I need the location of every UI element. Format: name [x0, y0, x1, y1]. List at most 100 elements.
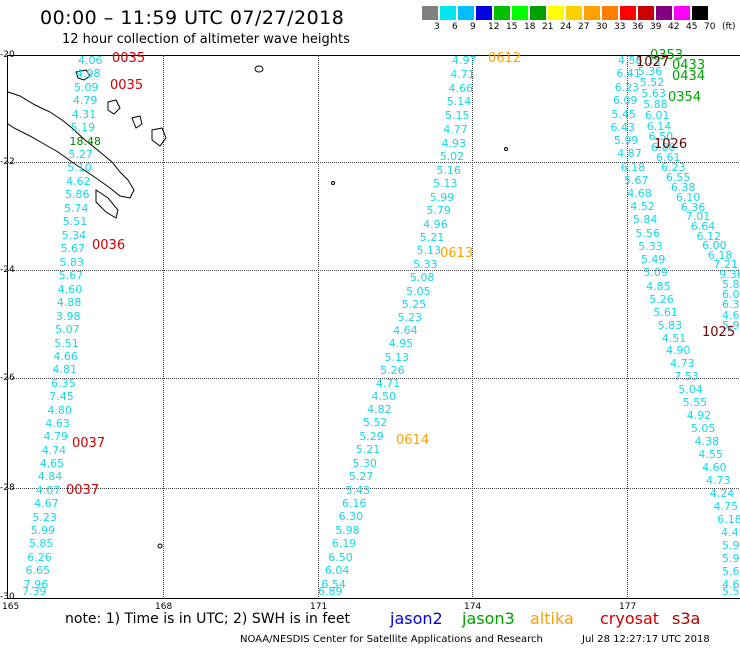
swh-value: 4.38 — [694, 434, 720, 448]
swh-value: 4.06 — [78, 54, 103, 67]
swh-value: 5.15 — [445, 109, 470, 123]
swh-value: 5.23 — [397, 311, 422, 325]
swh-value: 5.13 — [416, 244, 441, 258]
swh-value: 4.90 — [665, 344, 691, 358]
swh-value: 4.84 — [37, 470, 63, 484]
swh-value: 5.13 — [384, 350, 409, 364]
scale-swatch — [692, 6, 708, 20]
swh-value: 5.83 — [657, 318, 683, 332]
swh-value: 6.19 — [331, 537, 357, 551]
scale-label: 3 — [434, 22, 440, 32]
legend-s3a: s3a — [672, 609, 701, 628]
pass-time-label: 0035 — [112, 51, 146, 66]
swh-value: 4.79 — [43, 430, 69, 444]
loyalty-island-1 — [107, 99, 121, 115]
swh-value: 5.36 — [637, 64, 663, 78]
swh-value: 5.52 — [362, 416, 388, 430]
swh-value: 5.10 — [67, 161, 92, 175]
scale-swatch — [566, 6, 582, 20]
swh-value: 7.45 — [49, 390, 74, 404]
map-plot-area — [7, 55, 740, 599]
swh-value: 6.14 — [646, 119, 672, 133]
islet — [157, 543, 163, 549]
swh-value: 6.50 — [648, 130, 674, 144]
swh-value: 5.16 — [436, 163, 461, 177]
swh-value: 5.98 — [335, 523, 360, 537]
scale-swatch — [620, 6, 636, 20]
legend-jason2: jason2 — [390, 609, 443, 628]
swh-value: 5.83 — [59, 255, 85, 269]
pass-time-label: 0433 — [672, 58, 706, 73]
gridline-lon-168 — [163, 55, 164, 597]
pass-time-label: 0613 — [440, 246, 474, 261]
scale-label: (ft) — [722, 22, 736, 32]
scale-swatch — [422, 6, 438, 20]
pass-time-label: 1027 — [636, 55, 670, 70]
swh-value: 5.26 — [649, 292, 674, 306]
scale-label: 45 — [686, 22, 698, 32]
scale-swatch — [476, 6, 492, 20]
swh-value: 4.80 — [47, 403, 72, 417]
scale-label: 70 — [704, 22, 716, 32]
swh-value: 6.30 — [338, 510, 364, 524]
swh-value: 5.23 — [32, 510, 57, 524]
pass-time-label: 0354 — [668, 90, 702, 105]
scale-swatch — [494, 6, 510, 20]
gridline-lon-174 — [472, 55, 473, 597]
gridline-lon-177 — [627, 55, 628, 597]
swh-value: 4.95 — [388, 337, 414, 351]
map-subtitle: 12 hour collection of altimeter wave hei… — [62, 32, 350, 47]
islet — [331, 181, 335, 185]
gridline-lat-26 — [7, 378, 740, 379]
swh-value: 7.39 — [22, 585, 47, 598]
loyalty-island-2 — [131, 115, 143, 129]
swh-value: 5.63 — [722, 564, 740, 578]
swh-value: 5.51 — [54, 336, 79, 350]
swh-value: 5.9 — [722, 319, 740, 332]
swh-value: 4.56 — [618, 54, 643, 67]
scale-swatch — [440, 6, 456, 20]
swh-value: 5.99 — [613, 134, 639, 148]
swh-value: 6.12 — [696, 229, 721, 243]
swh-value: 5.21 — [355, 443, 381, 457]
swh-value: 5.84 — [632, 213, 658, 227]
swh-value: 6.09 — [613, 94, 638, 108]
pass-time-label: 1026 — [654, 137, 688, 152]
swh-value: 5.34 — [61, 228, 87, 242]
swh-value: 4.07 — [35, 483, 61, 497]
swh-value: 4.85 — [646, 279, 671, 293]
swh-value: 6.41 — [616, 67, 641, 81]
scale-label: 39 — [650, 22, 662, 32]
swh-value: 4.81 — [52, 363, 77, 377]
swh-value: 4.60 — [702, 460, 727, 474]
swh-value: 5.04 — [678, 383, 703, 397]
swh-value: 4.74 — [41, 443, 67, 457]
swh-value: 4.93 — [441, 136, 467, 150]
swh-value: 4.51 — [661, 331, 687, 345]
swh-value: 6.38 — [670, 180, 696, 194]
swh-value: 6.50 — [328, 550, 353, 564]
swh-value: 6.23 — [614, 80, 640, 94]
swh-value: 4.66 — [448, 81, 474, 95]
lon-label: 171 — [310, 602, 328, 612]
swh-value: 4.71 — [375, 376, 401, 390]
pass-time-label: 0434 — [672, 69, 706, 84]
swh-value: 4.52 — [630, 200, 655, 214]
swh-value: 6.18 — [707, 248, 733, 262]
scale-swatch — [602, 6, 618, 20]
swh-value: 5.99 — [30, 524, 56, 538]
scale-label: 9 — [470, 22, 476, 32]
pass-time-label: 1025 — [702, 325, 736, 340]
swh-value: 4.97 — [452, 54, 477, 67]
swh-value: 4.64 — [393, 324, 418, 338]
lat-label: -26 — [0, 373, 15, 383]
swh-value: 4.71 — [450, 67, 475, 81]
swh-value: 6.04 — [324, 564, 350, 578]
swh-value: 4.77 — [443, 122, 468, 136]
swh-value: 3.98 — [56, 309, 81, 323]
swh-value: 5.05 — [406, 284, 431, 298]
swh-value: 6.01 — [644, 108, 670, 122]
swh-value: 7.21 — [713, 258, 739, 272]
swh-value: 6.23 — [660, 160, 686, 174]
swh-value: 6.80 — [651, 141, 676, 155]
